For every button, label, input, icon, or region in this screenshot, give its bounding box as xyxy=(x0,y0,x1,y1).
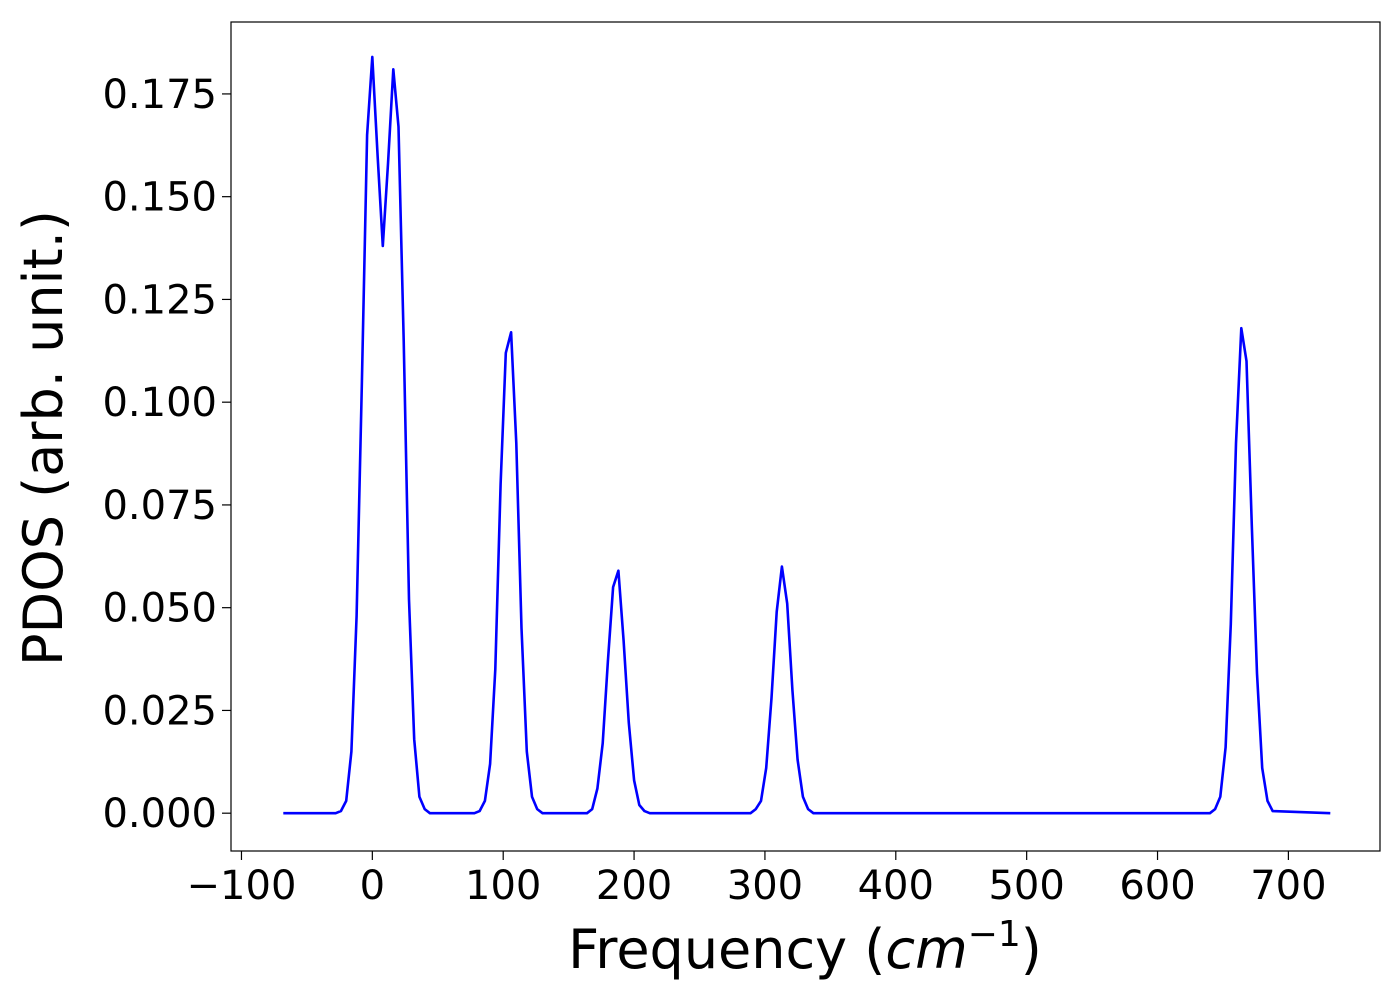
x-tick-label: 200 xyxy=(596,863,672,909)
x-tick-label: 100 xyxy=(465,863,541,909)
y-tick-label: 0.100 xyxy=(102,380,217,426)
y-tick-label: 0.025 xyxy=(102,688,217,734)
y-tick-label: 0.075 xyxy=(102,483,217,529)
y-tick-label: 0.000 xyxy=(102,791,217,837)
y-tick-label: 0.050 xyxy=(102,586,217,632)
plot-frame xyxy=(230,21,1381,852)
y-tick-label: 0.150 xyxy=(102,175,217,221)
x-tick-label: 0 xyxy=(360,863,385,909)
x-tick-label: −100 xyxy=(187,863,297,909)
series-line-pdos xyxy=(283,55,1331,815)
x-tick-label: 500 xyxy=(988,863,1064,909)
y-axis-ticks: 0.000 0.025 0.050 0.075 0.100 0.125 0.150 0.175 xyxy=(102,72,231,837)
y-tick-label: 0.175 xyxy=(102,72,217,118)
x-axis-ticks: −100 0 100 200 300 400 500 600 700 xyxy=(187,851,1327,909)
y-axis-label: PDOS (arb. unit.) xyxy=(12,210,75,666)
x-tick-label: 700 xyxy=(1250,863,1326,909)
y-tick-label: 0.125 xyxy=(102,277,217,323)
x-axis-label: Frequency (cm−1) xyxy=(568,914,1042,981)
x-tick-label: 300 xyxy=(727,863,803,909)
x-tick-label: 400 xyxy=(858,863,934,909)
x-tick-label: 600 xyxy=(1119,863,1195,909)
